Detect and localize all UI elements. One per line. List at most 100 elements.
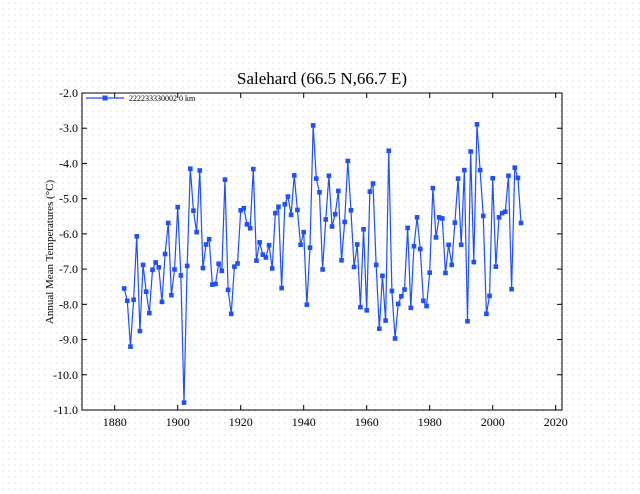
y-tick-label: -7.0	[59, 262, 78, 276]
data-point	[153, 260, 158, 265]
data-point	[134, 234, 140, 239]
data-point	[509, 286, 514, 292]
data-point	[351, 264, 357, 270]
data-point	[298, 242, 303, 248]
data-point	[279, 285, 284, 291]
data-point	[465, 318, 470, 324]
data-point	[247, 225, 253, 231]
data-point	[307, 245, 313, 250]
data-point	[474, 122, 480, 127]
data-point	[411, 243, 417, 249]
y-tick-label: -10.0	[53, 368, 78, 382]
data-point	[244, 222, 250, 227]
data-point	[266, 242, 272, 248]
data-point	[386, 148, 392, 154]
data-point	[342, 219, 347, 225]
data-point	[440, 216, 445, 221]
data-point	[197, 168, 203, 173]
x-tick-label: 2020	[544, 415, 568, 429]
data-point	[490, 175, 495, 181]
chart-title: Salehard (66.5 N,66.7 E)	[237, 69, 407, 88]
data-point	[159, 299, 165, 305]
x-tick-label: 1900	[166, 415, 190, 429]
data-point	[304, 302, 310, 307]
data-point	[515, 175, 521, 181]
data-point	[430, 185, 436, 191]
data-point	[216, 261, 221, 267]
data-point	[288, 212, 294, 218]
data-point	[219, 268, 225, 274]
data-point	[169, 292, 174, 298]
y-tick-label: -2.0	[59, 86, 78, 100]
data-point	[314, 176, 319, 181]
data-point	[370, 181, 376, 186]
data-point	[203, 242, 209, 247]
data-point	[436, 215, 442, 220]
data-point	[417, 246, 423, 252]
x-tick-label: 1980	[418, 415, 442, 429]
data-point	[125, 298, 130, 304]
data-point	[471, 259, 477, 265]
data-point	[175, 204, 180, 210]
data-point	[395, 301, 401, 307]
data-point	[462, 167, 467, 173]
plot-frame	[81, 92, 563, 411]
data-point	[147, 310, 152, 316]
data-point	[455, 176, 461, 181]
y-tick-label: -3.0	[59, 121, 78, 135]
data-point	[518, 220, 524, 226]
data-point	[254, 258, 259, 263]
y-tick-label: -9.0	[59, 333, 78, 347]
legend-marker	[102, 95, 108, 101]
data-point	[184, 263, 190, 269]
data-point	[377, 326, 382, 331]
x-tick-label: 2000	[481, 415, 505, 429]
data-point	[399, 293, 404, 299]
data-point	[332, 211, 338, 217]
data-point	[484, 311, 489, 317]
data-point	[210, 282, 215, 287]
data-point	[213, 281, 218, 287]
data-point	[433, 235, 439, 240]
data-point	[503, 209, 508, 214]
data-point	[301, 229, 306, 235]
data-point	[367, 189, 373, 194]
data-point	[364, 308, 369, 313]
data-point	[128, 344, 133, 349]
data-point	[276, 204, 281, 210]
data-point	[345, 158, 351, 164]
data-point	[181, 400, 187, 405]
data-point	[361, 227, 366, 232]
legend: 222233330002 0 km	[86, 94, 196, 103]
data-point	[251, 166, 256, 172]
data-point	[178, 273, 184, 278]
data-point	[131, 297, 136, 303]
x-tick-label: 1920	[229, 415, 253, 429]
x-tick-label: 1880	[103, 415, 127, 429]
data-point	[150, 267, 155, 273]
data-point	[443, 270, 448, 276]
data-point	[323, 217, 329, 222]
data-point	[273, 210, 278, 216]
data-point	[402, 287, 407, 292]
data-point	[506, 173, 511, 179]
y-tick-label: -6.0	[59, 227, 78, 241]
data-point	[496, 215, 502, 220]
y-tick-label: -11.0	[53, 403, 78, 417]
data-point	[446, 242, 451, 248]
data-point	[137, 328, 143, 334]
data-point	[326, 173, 332, 179]
data-point	[458, 242, 464, 248]
data-point	[140, 262, 146, 268]
data-point	[336, 188, 341, 194]
x-tick-label: 1960	[355, 415, 379, 429]
data-point	[408, 305, 414, 311]
data-point	[414, 215, 420, 220]
legend-label: 222233330002 0 km	[129, 94, 196, 103]
y-axis-label: Annual Mean Temperatures (°C)	[44, 180, 56, 325]
data-point	[389, 288, 395, 294]
data-point	[392, 336, 398, 341]
data-point	[228, 311, 234, 317]
y-tick-label: -4.0	[59, 156, 78, 170]
